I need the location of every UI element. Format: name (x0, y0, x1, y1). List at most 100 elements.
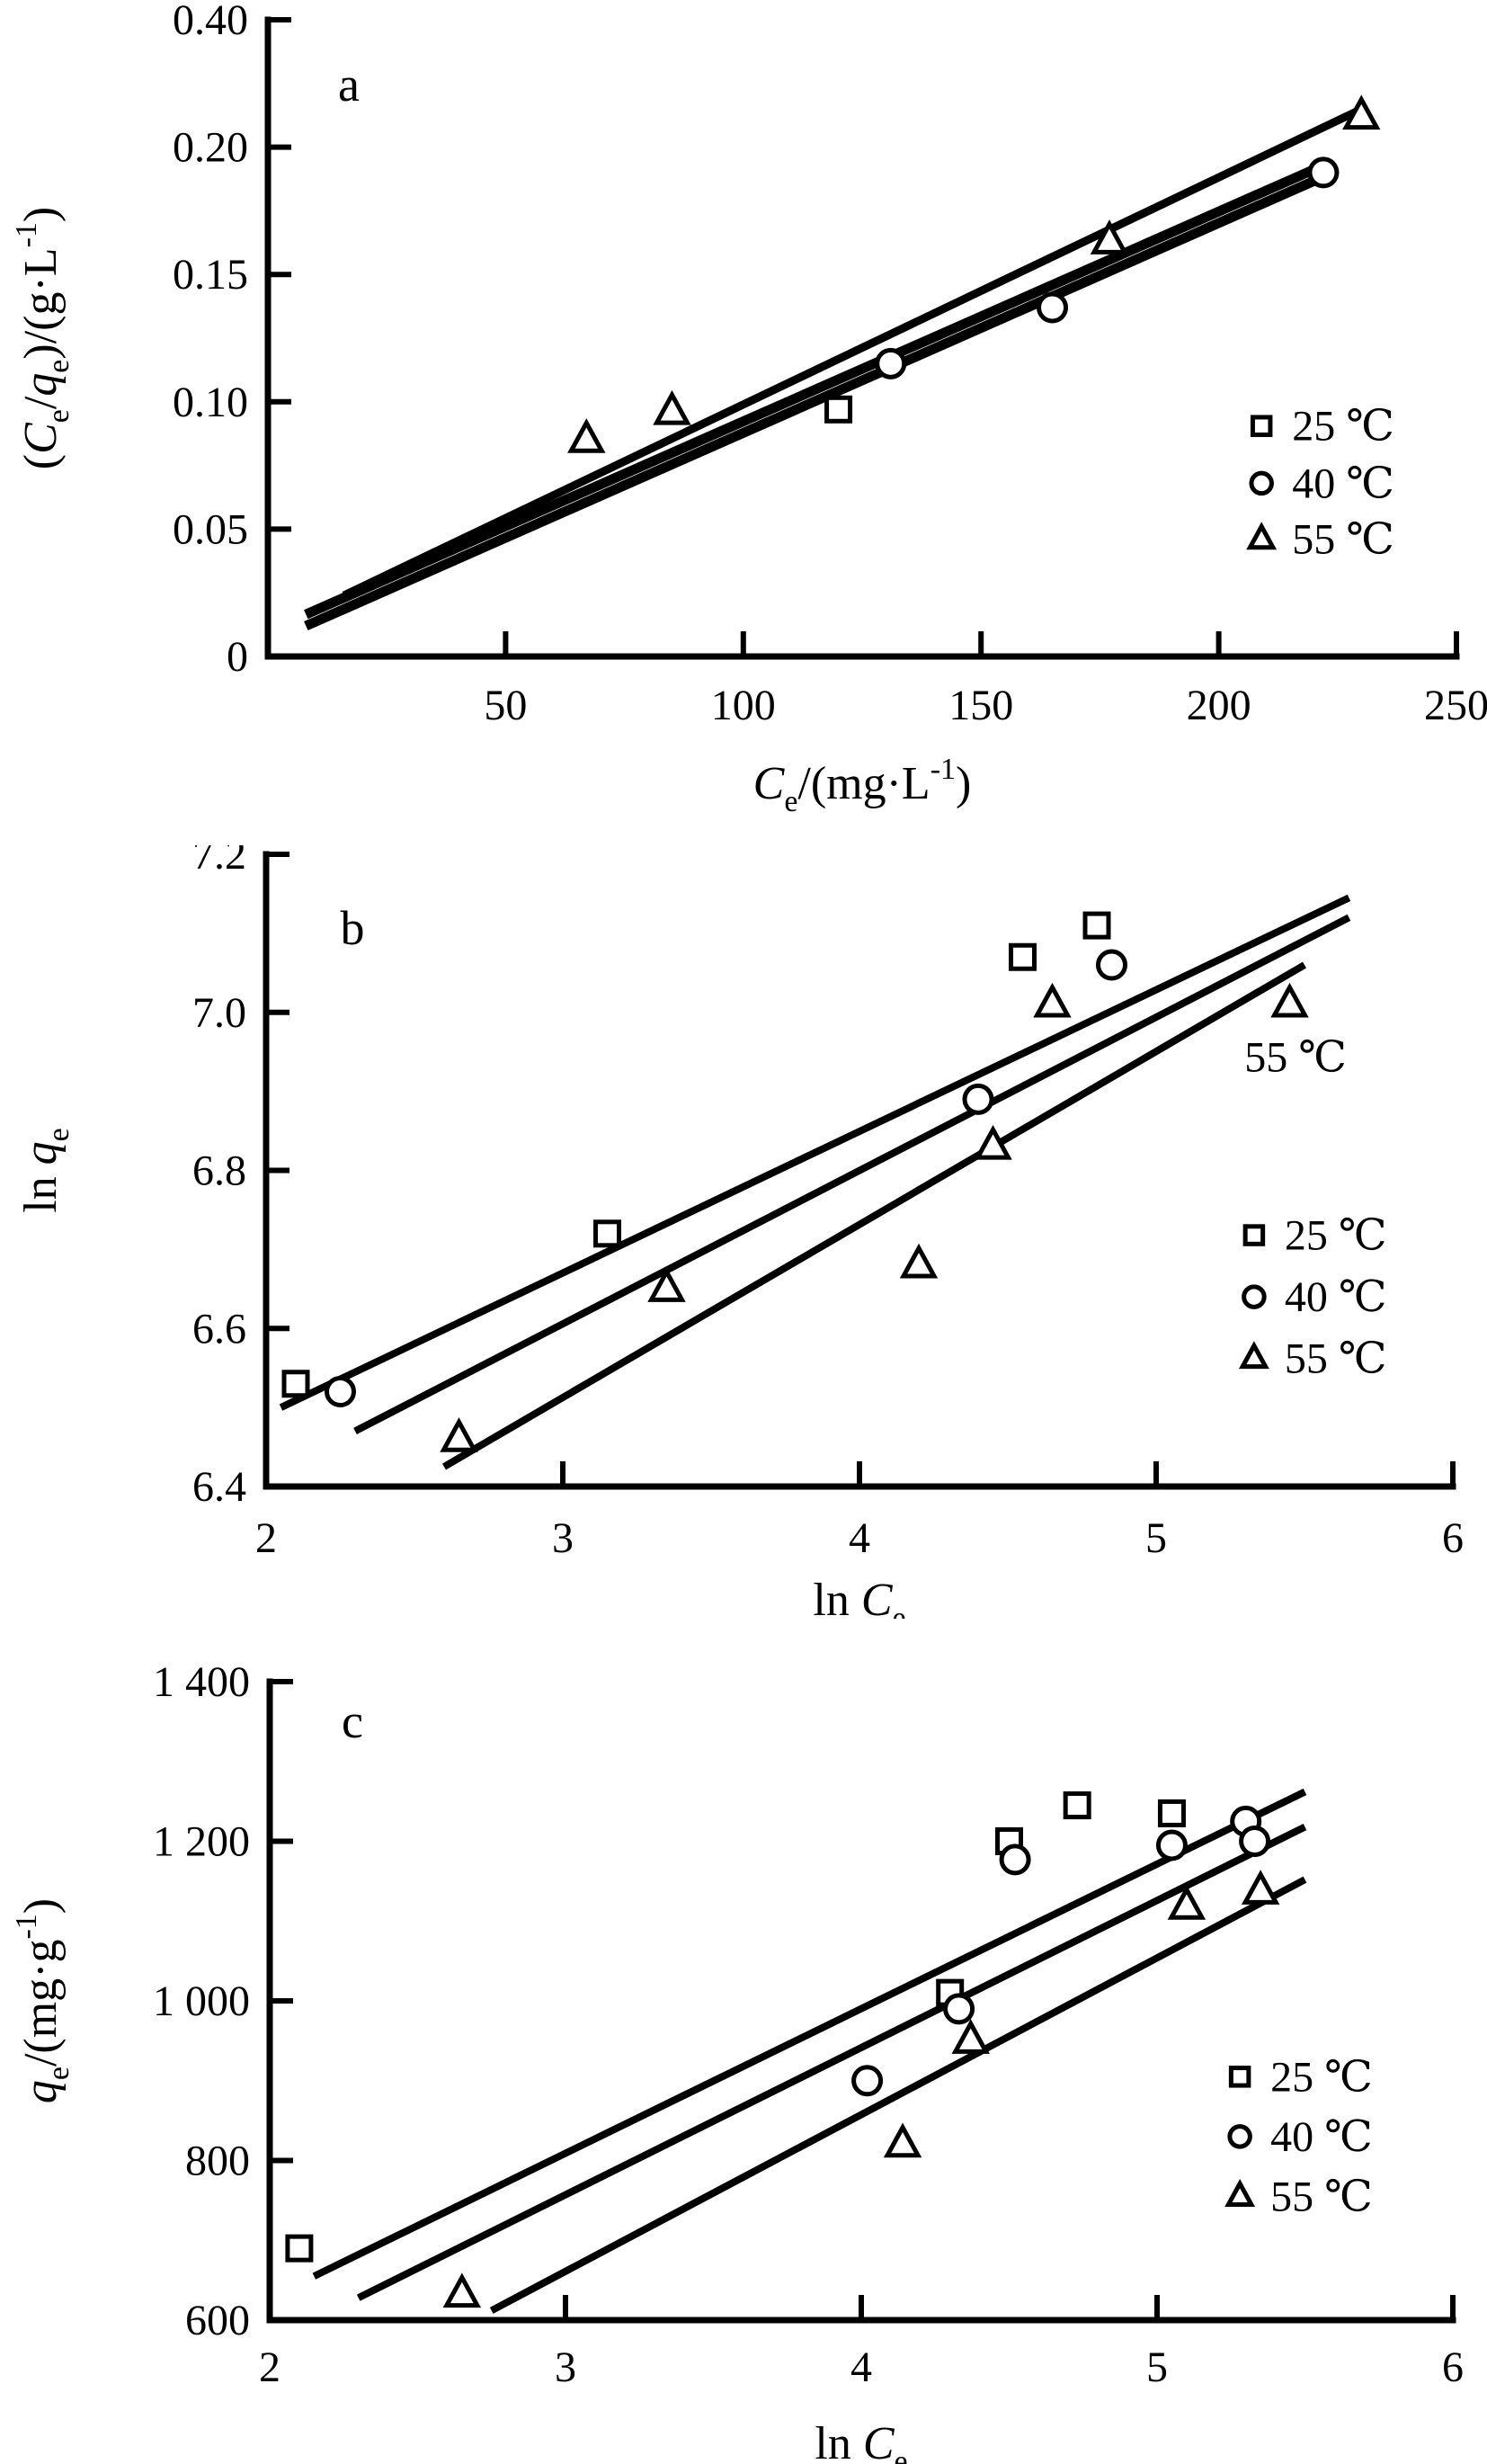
fit-line-40℃ (304, 163, 1321, 620)
legend-triangle-icon (1224, 2178, 1256, 2207)
x-axis-label: ln Ce (813, 1575, 905, 1619)
data-point-triangle (567, 418, 606, 453)
data-point-triangle (974, 1124, 1012, 1160)
data-point-triangle (1033, 982, 1072, 1018)
x-tick-label: 250 (1424, 682, 1487, 729)
data-point-triangle (442, 2272, 482, 2308)
legend-triangle-icon (1238, 1341, 1269, 1370)
data-point-triangle (1167, 1885, 1207, 1920)
legend-circle-icon (1242, 1284, 1267, 1309)
y-tick-label: 0.40 (173, 0, 248, 44)
legend-square-icon (1242, 1224, 1266, 1246)
data-point-square (1157, 1799, 1186, 1827)
x-tick-label: 150 (948, 682, 1013, 729)
y-tick-label: 0 (227, 633, 248, 681)
y-tick-label: 7.0 (192, 989, 246, 1037)
panel-letter-b: b (341, 901, 365, 955)
y-tick-label: 0.15 (173, 251, 248, 299)
legend-square-icon (1250, 415, 1273, 437)
x-tick-label: 2 (255, 1514, 277, 1562)
fit-line-55℃ (342, 107, 1358, 600)
legend-label: 55 ℃ (1292, 516, 1394, 564)
fit-line-40℃ (353, 914, 1351, 1435)
data-point-circle (325, 1376, 356, 1408)
panel-a-langmuir-plot: 0 0.05 0.10 0.15 0.20 0.40 50 100 150 200 250 Ce/(m… (10, 0, 1487, 818)
y-tick-label: 0.05 (173, 505, 248, 553)
x-tick-label: 50 (484, 682, 527, 729)
x-tick-label: 5 (1145, 1514, 1167, 1562)
y-axis-label: ln qe (15, 1128, 76, 1213)
y-axis-label: (Ce/qe)/(g·L-1) (10, 207, 76, 469)
x-tick-label: 2 (259, 2343, 280, 2391)
y-tick-label: 6.4 (192, 1463, 246, 1511)
data-point-triangle (883, 2122, 922, 2158)
fit-line-55℃ (441, 961, 1307, 1470)
x-tick-label: 5 (1146, 2343, 1168, 2391)
y-tick-label: 7.2 (192, 845, 246, 879)
fit-line-55℃ (489, 1876, 1307, 2314)
legend-label: 55 ℃ (1270, 2173, 1373, 2220)
data-point-triangle (1241, 1870, 1280, 1905)
data-point-circle (962, 1083, 994, 1115)
fit-line-25℃ (304, 174, 1321, 631)
y-tick-label: 600 (185, 2297, 250, 2344)
y-tick-label: 0.20 (173, 124, 248, 172)
legend-label: 40 ℃ (1292, 460, 1394, 507)
x-tick-label: 6 (1442, 1514, 1464, 1562)
annotation-label: 55 ℃ (1244, 1034, 1347, 1082)
legend-label: 55 ℃ (1285, 1335, 1387, 1383)
data-point-square (1009, 942, 1037, 971)
legend-label: 40 ℃ (1270, 2113, 1373, 2161)
data-point-square (285, 2234, 314, 2263)
x-tick-label: 6 (1442, 2343, 1464, 2391)
legend-triangle-icon (1246, 522, 1278, 550)
y-axis-label: qe/(mg·g-1) (10, 1898, 76, 2103)
data-point-triangle (647, 1267, 686, 1302)
y-tick-label: 1 200 (153, 1818, 250, 1866)
data-point-square (1063, 1791, 1091, 1820)
data-point-circle (1037, 291, 1069, 324)
data-point-circle (1239, 1826, 1271, 1857)
x-tick-label: 3 (552, 1514, 574, 1562)
panel-c-qe-plot: 600 800 1 000 1 200 1 400 2 3 4 5 6 ln Ce qe/(mg·g-… (10, 1658, 1464, 2464)
legend-label: 25 ℃ (1270, 2053, 1373, 2101)
y-tick-label: 1 000 (153, 1977, 250, 2025)
data-point-circle (875, 347, 907, 379)
x-tick-label: 4 (850, 2343, 872, 2391)
data-point-square (1082, 911, 1111, 940)
y-tick-label: 0.10 (173, 379, 248, 426)
x-tick-label: 200 (1187, 682, 1251, 729)
data-point-triangle (440, 1417, 478, 1452)
y-tick-label: 6.6 (192, 1305, 246, 1353)
data-point-triangle (1270, 982, 1309, 1018)
legend-circle-icon (1227, 2124, 1252, 2149)
y-tick-label: 1 400 (153, 1658, 250, 1706)
y-tick-label: 6.8 (192, 1147, 246, 1195)
fit-line-25℃ (279, 894, 1351, 1411)
x-tick-label: 100 (711, 682, 776, 729)
data-point-triangle (653, 389, 691, 425)
legend-circle-icon (1249, 470, 1274, 496)
data-point-circle (1155, 1829, 1188, 1861)
data-point-circle (1096, 949, 1127, 981)
axis-c (266, 1678, 1456, 2324)
y-tick-label: 800 (185, 2138, 250, 2185)
data-point-triangle (951, 2019, 990, 2054)
data-point-circle (851, 2065, 884, 2097)
data-point-circle (1307, 156, 1340, 189)
legend-label: 25 ℃ (1285, 1212, 1387, 1260)
data-point-triangle (1342, 94, 1381, 130)
panel-b-ln-qe-plot: 6.4 6.6 6.8 7.0 7.2 2 3 4 5 6 ln Ce ln qe b 25 ℃ 40 ℃ 5… (15, 845, 1464, 1619)
data-point-circle (999, 1844, 1031, 1876)
data-point-triangle (899, 1243, 939, 1279)
x-tick-label: 3 (555, 2343, 576, 2391)
legend-square-icon (1228, 2066, 1251, 2088)
fit-line-25℃ (312, 1788, 1307, 2280)
data-point-square (281, 1370, 310, 1398)
data-point-triangle (1090, 219, 1129, 254)
panel-letter-a: a (338, 58, 360, 112)
data-point-circle (943, 1993, 975, 2025)
x-tick-label: 4 (849, 1514, 870, 1562)
legend-label: 40 ℃ (1285, 1273, 1387, 1321)
